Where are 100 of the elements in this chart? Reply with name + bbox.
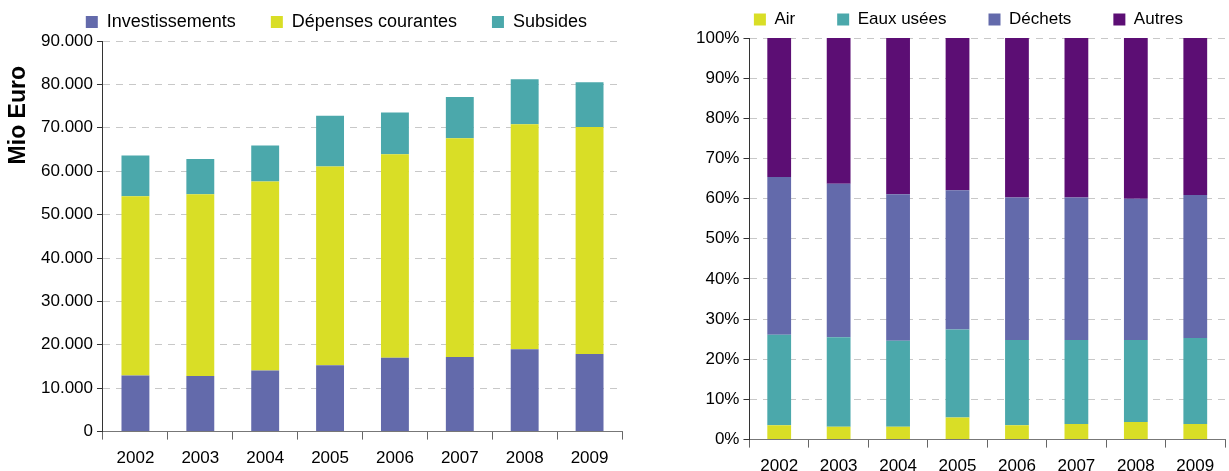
bar bbox=[186, 159, 215, 195]
y-tick-label: 10% bbox=[705, 389, 740, 409]
y-axis-title: Mio Euro bbox=[4, 66, 31, 165]
bar bbox=[380, 112, 409, 155]
bar bbox=[510, 124, 539, 350]
x-tick-label: 2006 bbox=[998, 456, 1036, 471]
x-tick-label: 2005 bbox=[311, 448, 349, 468]
y-tick-label: 0% bbox=[714, 429, 740, 449]
bar bbox=[121, 196, 150, 376]
bar bbox=[316, 365, 345, 432]
bar bbox=[510, 349, 539, 432]
x-tick-label: 2008 bbox=[505, 448, 544, 468]
bar bbox=[251, 145, 280, 182]
bar bbox=[767, 38, 792, 177]
bar bbox=[1123, 38, 1148, 199]
x-tick-label: 2007 bbox=[1057, 456, 1096, 471]
bar bbox=[1064, 197, 1089, 340]
y-tick-label: 80.000 bbox=[41, 74, 93, 94]
bar bbox=[575, 353, 604, 432]
bar bbox=[886, 38, 910, 195]
y-tick-label: 70% bbox=[705, 148, 740, 168]
x-tick-label: 2008 bbox=[1116, 456, 1155, 471]
y-tick-label: 10.000 bbox=[41, 377, 93, 397]
bar bbox=[1123, 421, 1148, 440]
bar bbox=[1005, 340, 1029, 426]
y-tick-label: 30% bbox=[705, 308, 740, 328]
bar bbox=[575, 82, 604, 127]
bar bbox=[767, 334, 792, 426]
x-tick-label: 2004 bbox=[246, 448, 285, 468]
bar bbox=[186, 194, 215, 377]
y-tick-label: 0 bbox=[83, 421, 93, 441]
bar bbox=[1123, 340, 1148, 422]
y-tick-label: 60% bbox=[705, 188, 740, 208]
legend-label: Autres bbox=[1133, 9, 1184, 29]
bar bbox=[767, 176, 792, 335]
bar bbox=[826, 38, 851, 184]
legend-label: Déchets bbox=[1009, 9, 1072, 29]
y-tick-label: 20.000 bbox=[41, 334, 93, 354]
bar bbox=[380, 154, 409, 358]
bar bbox=[826, 183, 851, 338]
legend-label: Eaux usées bbox=[857, 9, 947, 29]
x-tick-label: 2003 bbox=[181, 448, 220, 468]
y-tick-label: 70.000 bbox=[41, 117, 93, 137]
bar bbox=[445, 96, 474, 139]
bar bbox=[945, 190, 970, 330]
bar bbox=[1183, 338, 1208, 424]
bar bbox=[1183, 195, 1208, 338]
bar bbox=[510, 79, 539, 125]
bar bbox=[945, 38, 970, 191]
y-tick-label: 50.000 bbox=[41, 204, 93, 224]
y-tick-label: 20% bbox=[705, 348, 740, 368]
bar bbox=[945, 329, 970, 418]
y-tick-label: 40.000 bbox=[41, 247, 93, 267]
legend-label: Dépenses courantes bbox=[291, 10, 457, 31]
x-tick-label: 2002 bbox=[116, 448, 155, 468]
bar bbox=[316, 115, 345, 167]
x-tick-label: 2007 bbox=[440, 448, 479, 468]
bar bbox=[380, 357, 409, 432]
y-tick-label: 50% bbox=[705, 228, 740, 248]
bar bbox=[186, 376, 215, 432]
bar bbox=[826, 337, 851, 427]
x-tick-label: 2004 bbox=[879, 456, 917, 471]
bar bbox=[945, 417, 970, 440]
y-tick-label: 90.000 bbox=[41, 30, 93, 50]
legend-label: Investissements bbox=[106, 10, 236, 31]
x-tick-label: 2009 bbox=[570, 448, 609, 468]
bar bbox=[767, 425, 792, 440]
bar bbox=[316, 166, 345, 366]
bar bbox=[445, 138, 474, 357]
bar bbox=[1183, 38, 1208, 196]
bar bbox=[1183, 423, 1208, 440]
bar bbox=[1123, 198, 1148, 340]
y-tick-label: 60.000 bbox=[41, 160, 93, 180]
bar bbox=[1064, 340, 1089, 424]
x-tick-label: 2003 bbox=[819, 456, 858, 471]
legend-label: Air bbox=[774, 9, 796, 29]
bar bbox=[886, 194, 910, 341]
bar bbox=[1005, 425, 1029, 440]
y-tick-label: 80% bbox=[705, 108, 740, 128]
bar bbox=[121, 375, 150, 432]
bar bbox=[121, 155, 150, 197]
bar bbox=[826, 426, 851, 440]
bar bbox=[1005, 197, 1029, 340]
y-tick-label: 40% bbox=[705, 268, 740, 288]
y-tick-label: 90% bbox=[705, 67, 740, 87]
bar bbox=[575, 126, 604, 354]
y-tick-label: 100% bbox=[696, 27, 740, 47]
bar bbox=[251, 181, 280, 371]
legend-label: Subsides bbox=[512, 10, 588, 31]
bar bbox=[1064, 423, 1089, 440]
bar bbox=[251, 370, 280, 432]
bar bbox=[1064, 38, 1089, 198]
x-tick-label: 2002 bbox=[760, 456, 799, 471]
bar bbox=[886, 340, 910, 427]
y-tick-label: 30.000 bbox=[41, 291, 93, 311]
bar bbox=[886, 426, 910, 440]
x-tick-label: 2006 bbox=[376, 448, 414, 468]
bar bbox=[445, 356, 474, 432]
bar bbox=[1005, 38, 1029, 198]
x-tick-label: 2009 bbox=[1176, 456, 1215, 471]
